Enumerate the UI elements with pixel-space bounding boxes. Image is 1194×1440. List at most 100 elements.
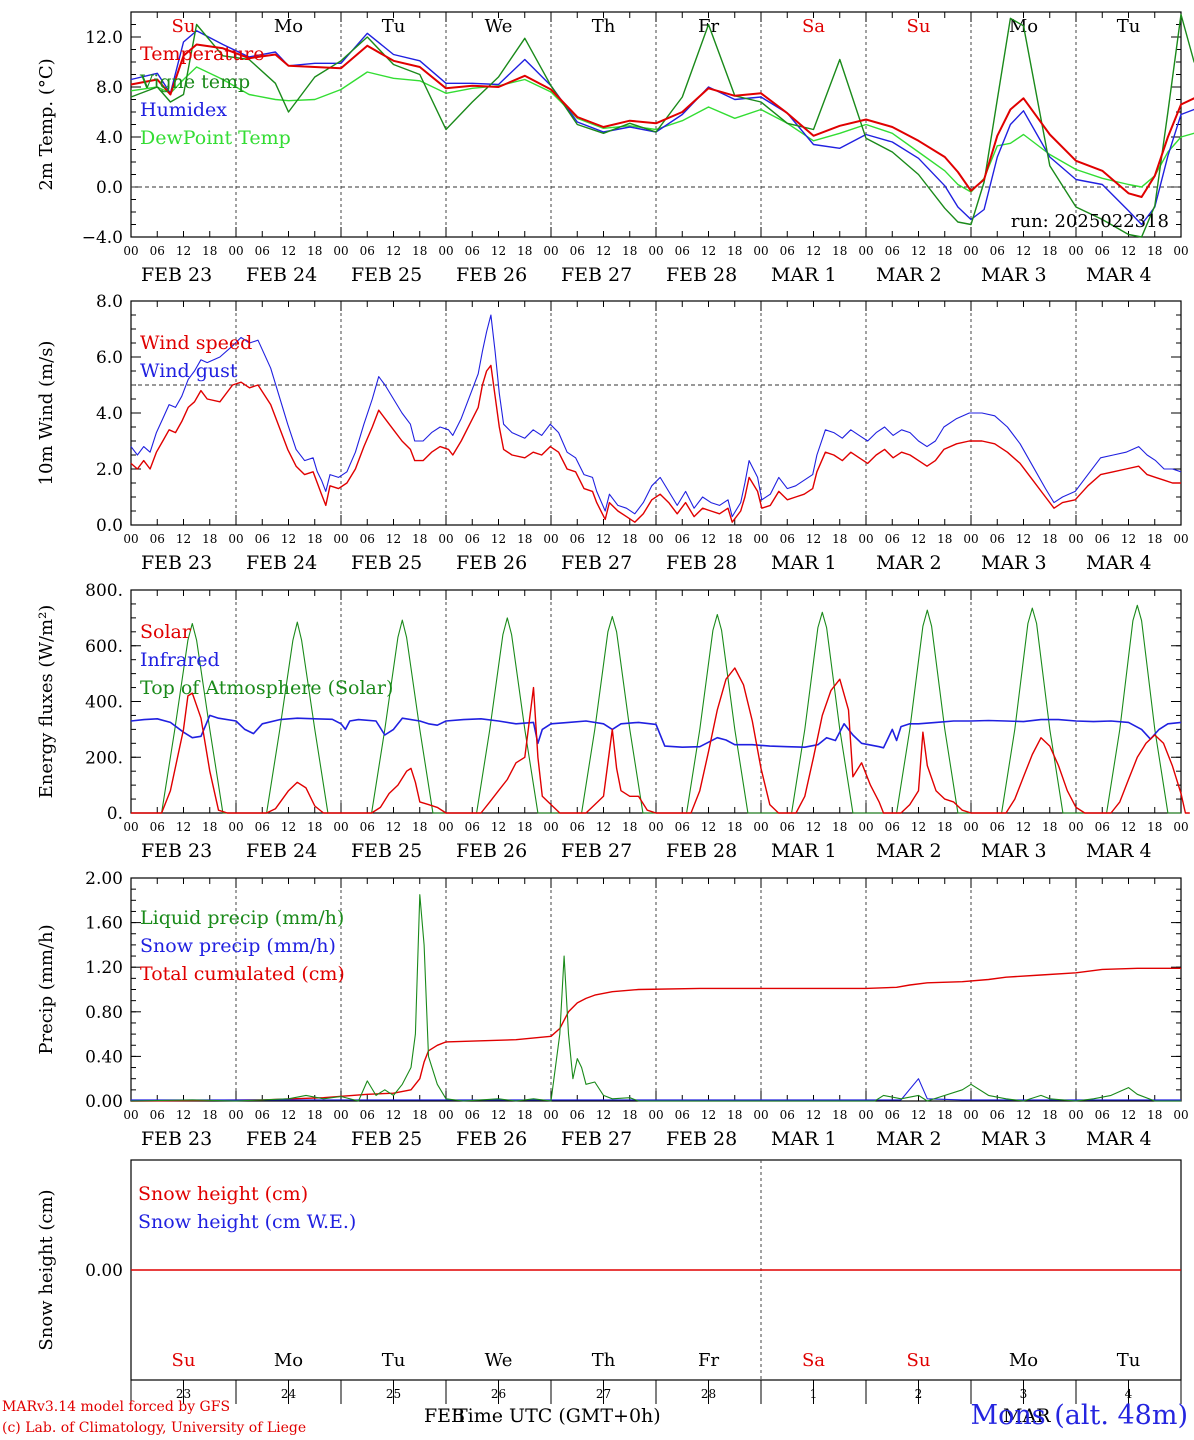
y-tick-label: 0.00 <box>85 1092 123 1112</box>
hour-tick-label: 18 <box>1042 532 1057 546</box>
hour-tick-label: 00 <box>333 532 348 546</box>
hour-tick-label: 18 <box>622 1108 637 1122</box>
y-tick-label: 4.0 <box>96 404 123 424</box>
day-label: FEB 26 <box>456 264 527 286</box>
plot-frame <box>130 300 1182 526</box>
hour-tick-label: 00 <box>123 820 138 834</box>
hour-tick-label: 06 <box>150 244 165 258</box>
series-line-solar <box>131 667 1190 814</box>
hour-tick-label: 18 <box>307 1108 322 1122</box>
hour-tick-label: 06 <box>255 820 270 834</box>
day-label: FEB 23 <box>141 1128 212 1150</box>
hour-tick-label: 18 <box>937 820 952 834</box>
hour-tick-label: 18 <box>1147 1108 1162 1122</box>
series-line-wind-speed <box>130 364 1181 523</box>
hour-tick-label: 00 <box>438 1108 453 1122</box>
hour-tick-label: 00 <box>963 244 978 258</box>
day-label: FEB 27 <box>561 840 632 862</box>
weekday-label: Tu <box>1117 16 1141 37</box>
hour-tick-label: 18 <box>1042 820 1057 834</box>
hour-tick-label: 18 <box>832 1108 847 1122</box>
legend-entry: DewPoint Temp <box>140 127 291 149</box>
hour-tick-label: 06 <box>780 244 795 258</box>
panel-4: 00 06 12 18 00 06 12 18 00 06 12 18 00 06 12 18 00 06 12 18… <box>36 869 1189 1150</box>
day-label: MAR 4 <box>1086 552 1152 574</box>
series-line-snow-precip-mm-h <box>131 1078 1181 1101</box>
day-label: MAR 4 <box>1086 840 1152 862</box>
day-number-label: 23 <box>176 1387 191 1401</box>
hour-tick-label: 12 <box>911 244 926 258</box>
weekday-label: We <box>485 16 513 37</box>
hour-tick-label: 12 <box>176 820 191 834</box>
weekday-label: Mo <box>274 1350 303 1371</box>
legend-entry: Solar <box>140 621 192 643</box>
hour-tick-label: 06 <box>465 244 480 258</box>
day-label: FEB 23 <box>141 552 212 574</box>
hour-tick-label: 06 <box>885 532 900 546</box>
hour-tick-label: 00 <box>963 1108 978 1122</box>
hour-tick-label: 18 <box>517 532 532 546</box>
legend-entry: Temperature <box>140 43 264 65</box>
hour-tick-label: 12 <box>596 244 611 258</box>
series-line-humidex <box>130 30 1194 226</box>
day-label: MAR 3 <box>981 264 1047 286</box>
hour-tick-label: 18 <box>1147 244 1162 258</box>
hour-tick-label: 00 <box>333 820 348 834</box>
day-label: FEB 28 <box>666 552 737 574</box>
hour-tick-label: 06 <box>675 820 690 834</box>
y-tick-label: 0.80 <box>85 1003 123 1023</box>
hour-tick-label: 12 <box>596 1108 611 1122</box>
hour-tick-label: 00 <box>1173 820 1188 834</box>
hour-tick-label: 00 <box>333 1108 348 1122</box>
day-label: FEB 26 <box>456 552 527 574</box>
day-label: MAR 4 <box>1086 264 1152 286</box>
day-label: FEB 27 <box>561 264 632 286</box>
y-axis-title: 2m Temp. (°C) <box>36 58 57 190</box>
day-label: MAR 1 <box>771 552 837 574</box>
hour-tick-label: 18 <box>202 532 217 546</box>
hour-tick-label: 18 <box>412 532 427 546</box>
hour-tick-label: 06 <box>570 1108 585 1122</box>
hour-tick-label: 12 <box>911 1108 926 1122</box>
hour-tick-label: 06 <box>990 1108 1005 1122</box>
day-number-label: 1 <box>810 1387 818 1401</box>
hour-tick-label: 00 <box>648 244 663 258</box>
y-tick-label: 6.0 <box>96 348 123 368</box>
day-number-label: 4 <box>1125 1387 1133 1401</box>
weekday-label: Su <box>907 1350 931 1371</box>
hour-tick-label: 00 <box>963 532 978 546</box>
hour-tick-label: 00 <box>1173 1108 1188 1122</box>
hour-tick-label: 00 <box>1068 532 1083 546</box>
hour-tick-label: 00 <box>543 820 558 834</box>
y-tick-label: 200. <box>85 748 123 768</box>
hour-tick-label: 18 <box>622 244 637 258</box>
hour-tick-label: 06 <box>675 244 690 258</box>
hour-tick-label: 00 <box>648 532 663 546</box>
series-line-total-cumulated-cm <box>130 967 1181 1102</box>
y-tick-label: 0.00 <box>85 1261 123 1281</box>
day-label: FEB 28 <box>666 840 737 862</box>
hour-tick-label: 12 <box>386 1108 401 1122</box>
day-label: FEB 27 <box>561 1128 632 1150</box>
hour-tick-label: 00 <box>858 820 873 834</box>
hour-tick-label: 06 <box>1095 244 1110 258</box>
hour-tick-label: 12 <box>281 1108 296 1122</box>
hour-tick-label: 12 <box>701 532 716 546</box>
y-tick-label: 600. <box>85 637 123 657</box>
day-label: MAR 2 <box>876 1128 942 1150</box>
weekday-label: Mo <box>274 16 303 37</box>
legend-entry: Humidex <box>140 99 227 121</box>
hour-tick-label: 18 <box>1042 1108 1057 1122</box>
y-tick-label: −4.0 <box>82 228 123 248</box>
hour-tick-label: 18 <box>622 820 637 834</box>
hour-tick-label: 00 <box>1068 820 1083 834</box>
hour-tick-label: 12 <box>1121 244 1136 258</box>
weekday-label: Th <box>592 1350 616 1371</box>
hour-tick-label: 12 <box>281 820 296 834</box>
hour-tick-label: 00 <box>543 1108 558 1122</box>
hour-tick-label: 06 <box>570 532 585 546</box>
y-axis-title: Snow height (cm) <box>36 1189 57 1350</box>
day-label: FEB 27 <box>561 552 632 574</box>
hour-tick-label: 18 <box>727 532 742 546</box>
